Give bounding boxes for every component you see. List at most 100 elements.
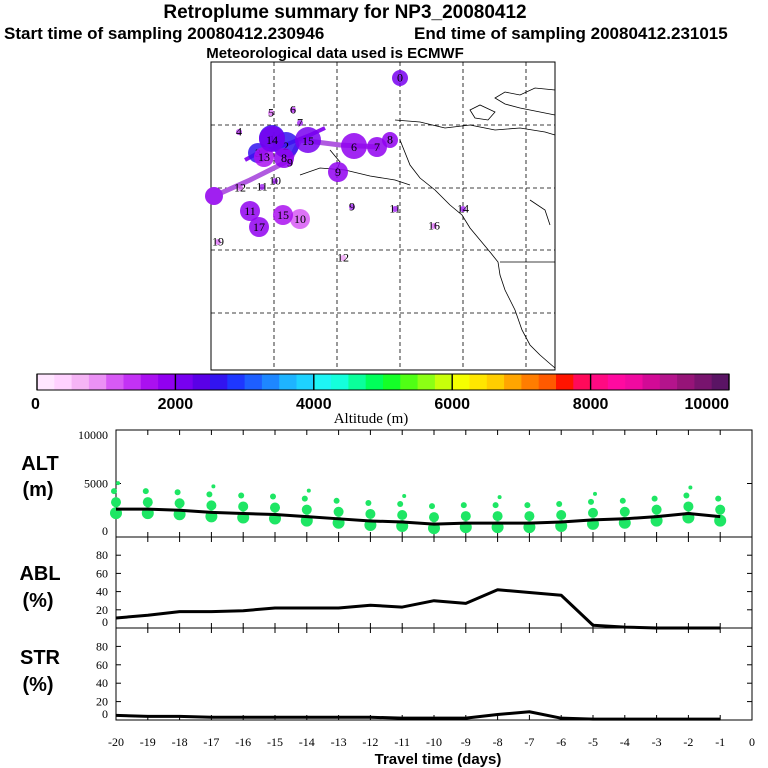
altitude-plume-dot — [174, 489, 181, 496]
colorbar-cell — [417, 374, 436, 390]
y-tick-label: 40 — [96, 676, 108, 690]
colorbar-cell — [279, 374, 297, 390]
altitude-plume-dot — [365, 499, 372, 506]
altitude-plume-dot — [301, 495, 308, 502]
y-tick-label: 60 — [96, 566, 108, 580]
trajectory-marker-label: 9 — [287, 156, 293, 170]
x-tick-label: -5 — [588, 735, 598, 749]
x-tick-label: 0 — [749, 735, 755, 749]
trajectory-markers: 0123456789101112131415678910111517199111… — [212, 70, 469, 265]
altitude-plume-dot — [402, 494, 407, 499]
trajectory-marker-label: 7 — [297, 116, 303, 130]
series-line-alt — [116, 507, 721, 526]
x-axis-label: Travel time (days) — [375, 751, 502, 768]
colorbar-cell — [175, 374, 194, 390]
trajectory-marker-label: 5 — [268, 106, 274, 120]
trajectory-marker: 14 — [259, 126, 285, 152]
x-tick-label: -15 — [267, 735, 283, 749]
panel-str: 80 60 40 200 STR (%) — [20, 627, 753, 721]
altitude-plume-dot — [301, 504, 312, 515]
colorbar-cell — [192, 374, 211, 390]
y-tick-label: 0 — [102, 707, 108, 721]
x-tick-label: -20 — [108, 735, 124, 749]
trajectory-marker: 6 — [341, 133, 367, 159]
altitude-plume-dot — [270, 502, 280, 513]
altitude-plume-dot — [397, 510, 408, 521]
trajectory-marker: 9 — [349, 200, 355, 214]
altitude-plume-dot — [211, 484, 216, 489]
altitude-plume-dot — [593, 491, 597, 496]
colorbar-cell — [140, 374, 159, 390]
colorbar-cell — [521, 374, 540, 390]
altitude-plume-dot — [683, 501, 694, 512]
panel-frame — [115, 536, 753, 629]
trajectory-marker-label: 4 — [236, 125, 242, 139]
map-coastlines — [299, 87, 556, 369]
panel-unit: (%) — [22, 674, 53, 696]
trajectory-marker-label: 16 — [428, 219, 440, 233]
y-tick-label: 0 — [102, 615, 108, 629]
trajectory-marker: 10 — [269, 174, 281, 188]
x-tick-label: -8 — [493, 735, 503, 749]
trajectory-marker: 19 — [212, 235, 224, 249]
trajectory-marker-label: 11 — [244, 204, 256, 218]
altitude-plume-dot — [333, 506, 344, 517]
altitude-plume-dot — [588, 507, 598, 518]
trajectory-marker: 16 — [428, 219, 440, 233]
trajectory-marker: 7 — [367, 137, 387, 157]
x-tick-label: -4 — [620, 735, 630, 749]
colorbar-label: Altitude (m) — [334, 411, 409, 427]
colorbar-cell — [261, 374, 280, 390]
met-data-label: Meteorological data used is ECMWF — [206, 45, 464, 62]
trajectory-marker-label: 11 — [389, 202, 401, 216]
x-tick-label: -16 — [235, 735, 251, 749]
trajectory-marker-label: 17 — [253, 220, 265, 234]
trajectory-marker: 11 — [256, 180, 268, 194]
colorbar-cell — [625, 374, 643, 390]
y-tick-label: 80 — [96, 639, 108, 653]
y-tick-label: 5000 — [84, 477, 108, 491]
altitude-plume-dot — [238, 501, 249, 512]
colorbar-cell — [227, 374, 246, 390]
altitude-plume-dot — [715, 504, 726, 515]
x-tick-label: -9 — [461, 735, 471, 749]
altitude-plume-dot — [492, 502, 499, 509]
trajectory-marker: 15 — [273, 205, 293, 225]
altitude-plume-dot — [588, 498, 594, 505]
altitude-plume-dot — [651, 495, 658, 502]
trajectory-marker-label: 8 — [281, 151, 287, 165]
colorbar-cell — [106, 374, 124, 390]
altitude-plume-dot — [206, 500, 217, 511]
x-tick-label: -14 — [299, 735, 315, 749]
series-line-abl — [115, 588, 721, 630]
altitude-plume-dot — [206, 491, 213, 498]
colorbar-cell — [158, 374, 176, 390]
trajectory-marker-label: 6 — [290, 103, 296, 117]
colorbar-cell — [556, 374, 574, 390]
altitude-plume-dot — [460, 502, 467, 509]
colorbar-cell — [400, 374, 419, 390]
trajectory-marker-label: 10 — [294, 212, 306, 226]
colorbar-cell — [607, 374, 626, 390]
trajectory-marker-label: 9 — [335, 165, 341, 179]
colorbar-cell — [313, 374, 332, 390]
colorbar-cell — [210, 374, 228, 390]
altitude-plume-dot — [116, 481, 120, 486]
colorbar-tick-label: 0 — [31, 396, 40, 413]
x-tick-label: -13 — [331, 735, 347, 749]
x-tick-label: -17 — [203, 735, 219, 749]
altitude-plume-dot — [397, 501, 404, 508]
trajectory-marker-label: 19 — [212, 235, 224, 249]
trajectory-marker-label: 9 — [349, 200, 355, 214]
x-tick-label: -2 — [683, 735, 693, 749]
trajectory-marker-label: 2 — [283, 139, 289, 153]
colorbar-cell — [711, 374, 730, 390]
trajectory-marker: 4 — [236, 125, 242, 139]
colorbar-cell — [296, 374, 315, 390]
colorbar-cell — [434, 374, 453, 390]
colorbar-cell — [71, 374, 90, 390]
altitude-plume-dot — [460, 511, 471, 522]
panel-abl: 80 60 40 200 ABL (%) — [19, 536, 753, 630]
trajectory-marker: 12 — [337, 251, 349, 265]
colorbar-cell — [573, 374, 592, 390]
